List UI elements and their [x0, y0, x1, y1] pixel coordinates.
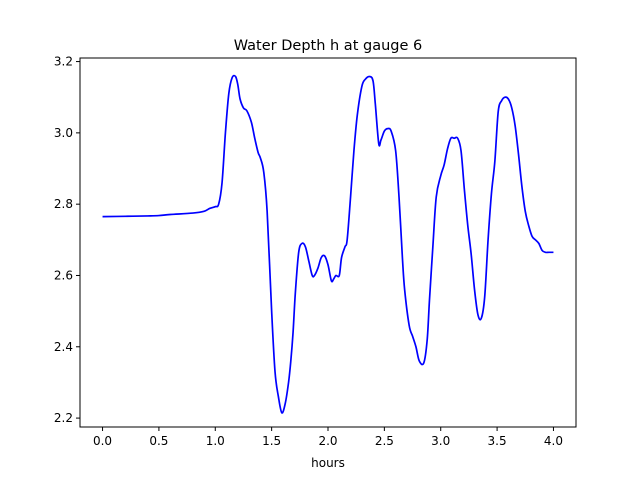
y-tick-label: 2.2: [54, 411, 73, 425]
y-tick-label: 3.2: [54, 55, 73, 69]
x-tick-label: 3.0: [431, 434, 450, 448]
x-tick-label: 2.5: [375, 434, 394, 448]
chart-title: Water Depth h at gauge 6: [234, 38, 422, 54]
x-tick-label: 1.5: [262, 434, 281, 448]
series-line-gauge-6: [102, 74, 554, 414]
x-tick-label: 3.5: [488, 434, 507, 448]
x-tick-label: 0.0: [93, 434, 112, 448]
x-tick-label: 0.5: [149, 434, 168, 448]
y-tick-label: 3.0: [54, 126, 73, 140]
y-tick-label: 2.8: [54, 197, 73, 211]
x-axis: 0.0 0.5 1.0 1.5 2.0 2.5 3.0 3.5 4.0: [93, 427, 563, 448]
y-tick-label: 2.6: [54, 268, 73, 282]
x-tick-label: 1.0: [206, 434, 225, 448]
x-axis-label: hours: [311, 456, 345, 470]
y-tick-label: 2.4: [54, 340, 73, 354]
y-axis: 2.2 2.4 2.6 2.8 3.0 3.2: [54, 55, 80, 425]
x-tick-label: 4.0: [544, 434, 563, 448]
plot-area: [79, 57, 577, 428]
x-tick-label: 2.0: [318, 434, 337, 448]
